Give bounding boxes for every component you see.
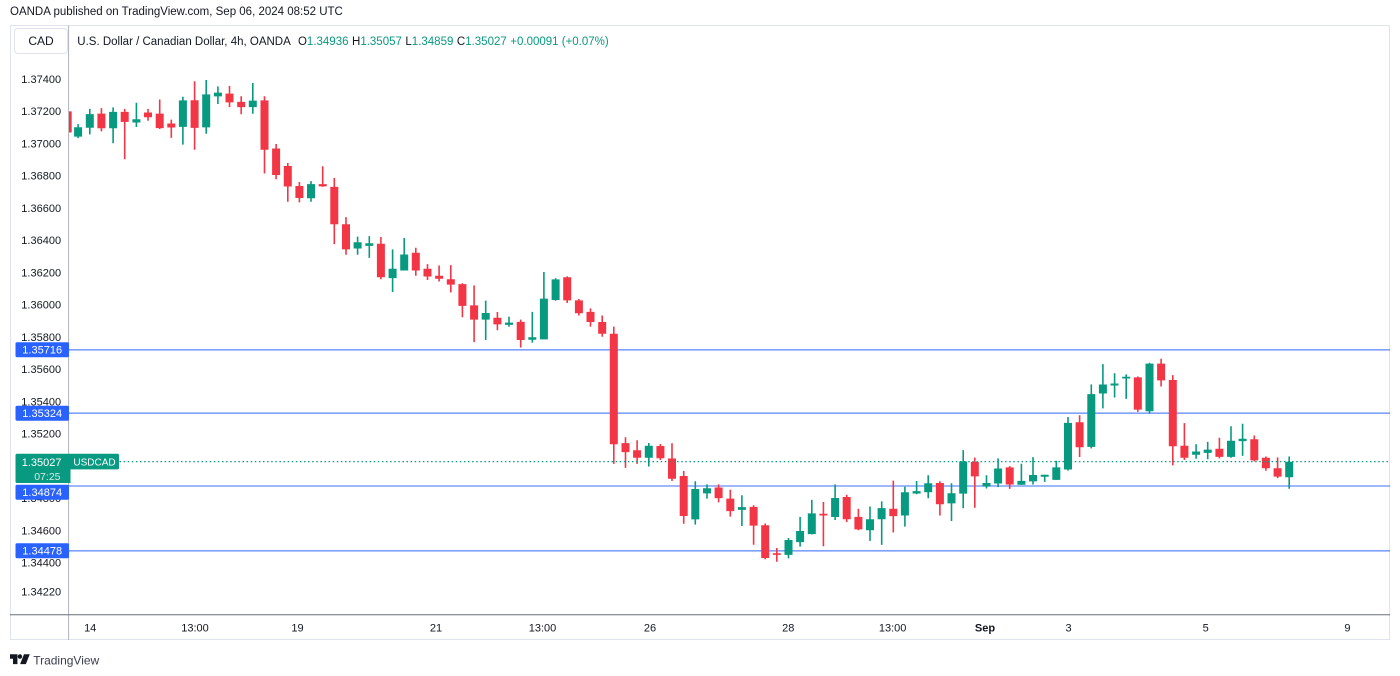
svg-text:1.35800: 1.35800: [21, 332, 61, 344]
svg-text:1.37200: 1.37200: [21, 106, 61, 118]
svg-text:1.35716: 1.35716: [22, 345, 62, 357]
svg-text:1.36000: 1.36000: [21, 300, 61, 312]
svg-text:9: 9: [1344, 623, 1350, 635]
svg-text:1.36400: 1.36400: [21, 235, 61, 247]
svg-text:26: 26: [644, 623, 656, 635]
svg-text:Sep: Sep: [975, 623, 995, 635]
svg-text:USDCAD: USDCAD: [73, 457, 115, 468]
svg-text:TradingView: TradingView: [33, 653, 99, 667]
svg-text:1.36600: 1.36600: [21, 203, 61, 215]
svg-text:21: 21: [430, 623, 442, 635]
svg-text:13:00: 13:00: [181, 623, 209, 635]
svg-text:1.34600: 1.34600: [21, 525, 61, 537]
svg-text:1.37400: 1.37400: [21, 74, 61, 86]
svg-text:1.37000: 1.37000: [21, 138, 61, 150]
svg-text:1.36200: 1.36200: [21, 267, 61, 279]
svg-text:5: 5: [1203, 623, 1209, 635]
svg-text:1.36800: 1.36800: [21, 171, 61, 183]
svg-text:13:00: 13:00: [879, 623, 907, 635]
svg-text:1.34400: 1.34400: [21, 558, 61, 570]
svg-text:1.35200: 1.35200: [21, 429, 61, 441]
svg-text:07:25: 07:25: [34, 471, 60, 483]
svg-text:14: 14: [84, 623, 96, 635]
svg-text:19: 19: [291, 623, 303, 635]
svg-text:1.35027: 1.35027: [22, 457, 62, 469]
svg-text:13:00: 13:00: [529, 623, 557, 635]
svg-text:1.35600: 1.35600: [21, 364, 61, 376]
svg-text:3: 3: [1066, 623, 1072, 635]
svg-text:1.34220: 1.34220: [21, 587, 61, 599]
svg-text:1.34874: 1.34874: [22, 487, 62, 499]
svg-text:28: 28: [782, 623, 794, 635]
svg-text:1.35400: 1.35400: [21, 396, 61, 408]
svg-text:1.35324: 1.35324: [22, 408, 62, 420]
svg-text:1.34478: 1.34478: [22, 546, 62, 558]
